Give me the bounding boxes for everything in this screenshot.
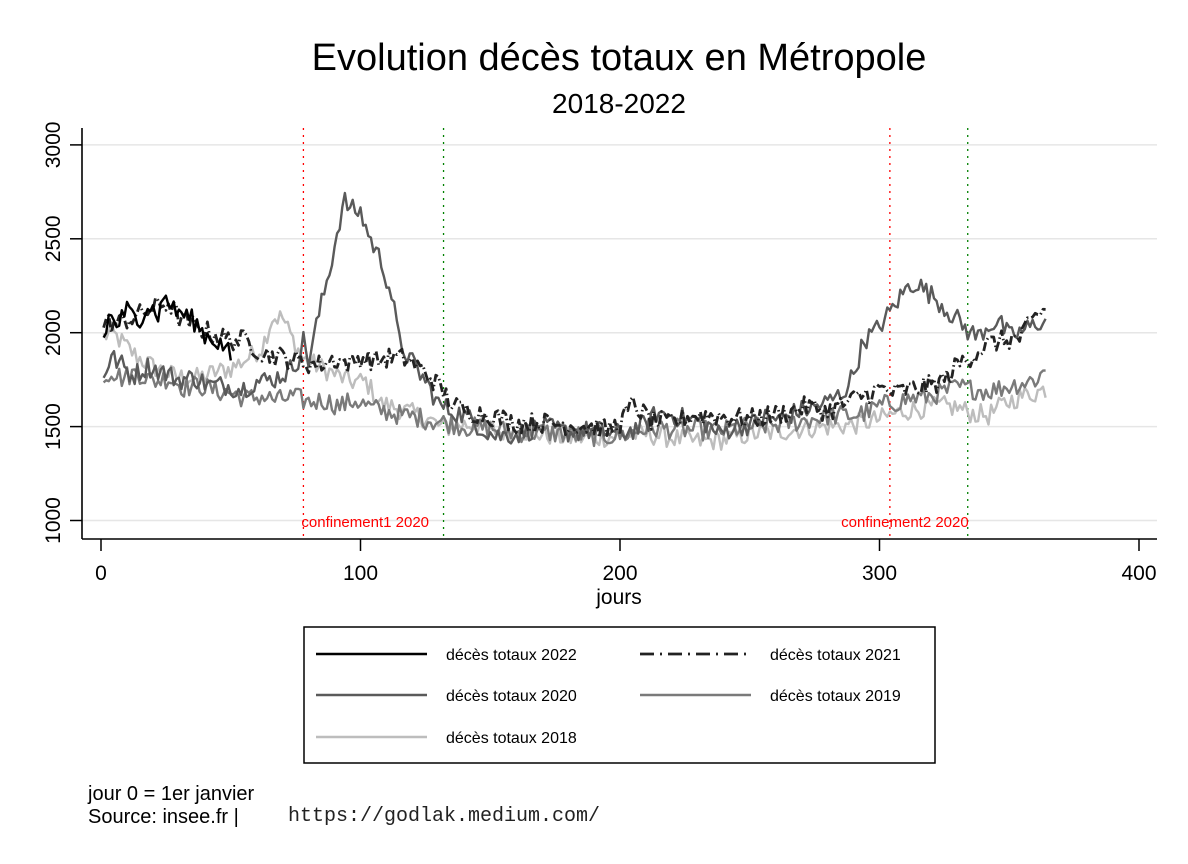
legend-label-2: décès totaux 2020 — [446, 688, 577, 705]
footnote-source: Source: insee.fr | — [88, 806, 239, 828]
series-line-deces-totaux-2021 — [102, 296, 1046, 439]
legend-label-1: décès totaux 2021 — [770, 647, 901, 664]
y-tick-label-2000: 2000 — [42, 309, 65, 356]
gridlines — [82, 144, 1157, 522]
footnote-day-zero: jour 0 = 1er janvier — [87, 783, 255, 805]
axes: 1000 1500 2000 2500 3000 0 100 200 300 400 — [42, 122, 1157, 585]
legend-label-3: décès totaux 2019 — [770, 688, 901, 705]
y-tick-label-1000: 1000 — [42, 497, 65, 544]
annotation-confinement2-2020: confinement2 2020 — [841, 514, 969, 531]
y-tick-label-2500: 2500 — [42, 215, 65, 262]
x-tick-label-100: 100 — [343, 562, 378, 585]
y-tick-label-3000: 3000 — [42, 122, 65, 169]
chart-title: Evolution décès totaux en Métropole — [312, 37, 927, 79]
legend: décès totaux 2022 décès totaux 2021 décès … — [303, 626, 936, 764]
y-tick-label-1500: 1500 — [42, 403, 65, 450]
annotations: confinement1 2020 confinement2 2020 — [301, 514, 968, 531]
series-group — [102, 191, 1047, 451]
x-tick-label-400: 400 — [1121, 562, 1156, 585]
series-line-deces-totaux-2020 — [102, 191, 1047, 445]
series-line-deces-totaux-2022 — [102, 294, 232, 361]
annotation-confinement1-2020: confinement1 2020 — [301, 514, 429, 531]
x-axis-title: jours — [595, 586, 642, 609]
legend-label-0: décès totaux 2022 — [446, 647, 577, 664]
footnote-url: https://godlak.medium.com/ — [288, 805, 600, 828]
legend-label-4: décès totaux 2018 — [446, 730, 577, 747]
x-tick-label-0: 0 — [95, 562, 107, 585]
x-tick-label-300: 300 — [862, 562, 897, 585]
chart-subtitle: 2018-2022 — [552, 88, 686, 119]
x-tick-label-200: 200 — [602, 562, 637, 585]
